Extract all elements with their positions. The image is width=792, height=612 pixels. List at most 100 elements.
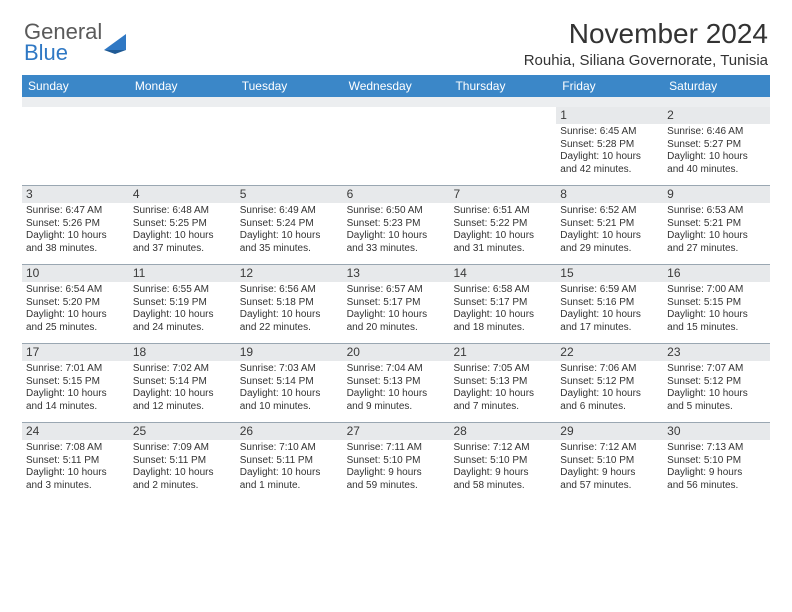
day-cell: 9Sunrise: 6:53 AMSunset: 5:21 PMDaylight… bbox=[663, 186, 770, 264]
dow-tuesday: Tuesday bbox=[236, 75, 343, 97]
daylight-text: and 40 minutes. bbox=[667, 164, 766, 177]
daylight-text: Daylight: 10 hours bbox=[26, 230, 125, 243]
day-cell: 29Sunrise: 7:12 AMSunset: 5:10 PMDayligh… bbox=[556, 423, 663, 501]
sunset-text: Sunset: 5:12 PM bbox=[560, 376, 659, 389]
day-cell: 19Sunrise: 7:03 AMSunset: 5:14 PMDayligh… bbox=[236, 344, 343, 422]
day-number: 5 bbox=[236, 186, 343, 203]
sunrise-text: Sunrise: 7:12 AM bbox=[560, 442, 659, 455]
day-number: 7 bbox=[449, 186, 556, 203]
day-cell bbox=[449, 107, 556, 185]
daylight-text: and 33 minutes. bbox=[347, 243, 446, 256]
daylight-text: and 25 minutes. bbox=[26, 322, 125, 335]
daylight-text: and 42 minutes. bbox=[560, 164, 659, 177]
logo-text: General Blue bbox=[24, 22, 102, 64]
sunset-text: Sunset: 5:14 PM bbox=[133, 376, 232, 389]
daylight-text: Daylight: 10 hours bbox=[560, 151, 659, 164]
daylight-text: and 31 minutes. bbox=[453, 243, 552, 256]
daylight-text: and 10 minutes. bbox=[240, 401, 339, 414]
day-number: 15 bbox=[556, 265, 663, 282]
day-cell: 22Sunrise: 7:06 AMSunset: 5:12 PMDayligh… bbox=[556, 344, 663, 422]
day-number: 29 bbox=[556, 423, 663, 440]
day-cell: 28Sunrise: 7:12 AMSunset: 5:10 PMDayligh… bbox=[449, 423, 556, 501]
sunrise-text: Sunrise: 6:56 AM bbox=[240, 284, 339, 297]
daylight-text: Daylight: 10 hours bbox=[667, 151, 766, 164]
day-number: 4 bbox=[129, 186, 236, 203]
daylight-text: and 5 minutes. bbox=[667, 401, 766, 414]
sunset-text: Sunset: 5:18 PM bbox=[240, 297, 339, 310]
day-of-week-header: Sunday Monday Tuesday Wednesday Thursday… bbox=[22, 75, 770, 97]
sunrise-text: Sunrise: 6:49 AM bbox=[240, 205, 339, 218]
day-number: 12 bbox=[236, 265, 343, 282]
week-row: 3Sunrise: 6:47 AMSunset: 5:26 PMDaylight… bbox=[22, 185, 770, 264]
day-cell: 8Sunrise: 6:52 AMSunset: 5:21 PMDaylight… bbox=[556, 186, 663, 264]
sunset-text: Sunset: 5:20 PM bbox=[26, 297, 125, 310]
daylight-text: and 57 minutes. bbox=[560, 480, 659, 493]
day-cell: 6Sunrise: 6:50 AMSunset: 5:23 PMDaylight… bbox=[343, 186, 450, 264]
sunset-text: Sunset: 5:22 PM bbox=[453, 218, 552, 231]
day-cell: 30Sunrise: 7:13 AMSunset: 5:10 PMDayligh… bbox=[663, 423, 770, 501]
day-cell: 12Sunrise: 6:56 AMSunset: 5:18 PMDayligh… bbox=[236, 265, 343, 343]
sunrise-text: Sunrise: 7:01 AM bbox=[26, 363, 125, 376]
day-number: 14 bbox=[449, 265, 556, 282]
daylight-text: Daylight: 10 hours bbox=[453, 230, 552, 243]
daylight-text: Daylight: 10 hours bbox=[453, 388, 552, 401]
sunrise-text: Sunrise: 6:48 AM bbox=[133, 205, 232, 218]
sunrise-text: Sunrise: 6:59 AM bbox=[560, 284, 659, 297]
day-cell bbox=[22, 107, 129, 185]
day-cell: 4Sunrise: 6:48 AMSunset: 5:25 PMDaylight… bbox=[129, 186, 236, 264]
daylight-text: and 35 minutes. bbox=[240, 243, 339, 256]
day-number: 10 bbox=[22, 265, 129, 282]
day-cell bbox=[343, 107, 450, 185]
sunrise-text: Sunrise: 6:46 AM bbox=[667, 126, 766, 139]
daylight-text: Daylight: 10 hours bbox=[133, 230, 232, 243]
daylight-text: and 3 minutes. bbox=[26, 480, 125, 493]
sunrise-text: Sunrise: 6:55 AM bbox=[133, 284, 232, 297]
day-cell: 14Sunrise: 6:58 AMSunset: 5:17 PMDayligh… bbox=[449, 265, 556, 343]
daylight-text: Daylight: 10 hours bbox=[560, 230, 659, 243]
day-cell: 25Sunrise: 7:09 AMSunset: 5:11 PMDayligh… bbox=[129, 423, 236, 501]
day-cell: 20Sunrise: 7:04 AMSunset: 5:13 PMDayligh… bbox=[343, 344, 450, 422]
sunrise-text: Sunrise: 7:12 AM bbox=[453, 442, 552, 455]
sunrise-text: Sunrise: 6:58 AM bbox=[453, 284, 552, 297]
day-number: 28 bbox=[449, 423, 556, 440]
daylight-text: and 1 minute. bbox=[240, 480, 339, 493]
daylight-text: and 29 minutes. bbox=[560, 243, 659, 256]
daylight-text: Daylight: 10 hours bbox=[26, 388, 125, 401]
sunset-text: Sunset: 5:26 PM bbox=[26, 218, 125, 231]
logo-blue: Blue bbox=[24, 40, 68, 65]
week-row: 17Sunrise: 7:01 AMSunset: 5:15 PMDayligh… bbox=[22, 343, 770, 422]
sunrise-text: Sunrise: 7:06 AM bbox=[560, 363, 659, 376]
daylight-text: and 17 minutes. bbox=[560, 322, 659, 335]
sunrise-text: Sunrise: 7:04 AM bbox=[347, 363, 446, 376]
daylight-text: and 56 minutes. bbox=[667, 480, 766, 493]
sunrise-text: Sunrise: 7:05 AM bbox=[453, 363, 552, 376]
daylight-text: and 58 minutes. bbox=[453, 480, 552, 493]
week-row: 10Sunrise: 6:54 AMSunset: 5:20 PMDayligh… bbox=[22, 264, 770, 343]
week-row: 24Sunrise: 7:08 AMSunset: 5:11 PMDayligh… bbox=[22, 422, 770, 501]
daylight-text: Daylight: 10 hours bbox=[667, 309, 766, 322]
sunset-text: Sunset: 5:11 PM bbox=[240, 455, 339, 468]
day-cell: 21Sunrise: 7:05 AMSunset: 5:13 PMDayligh… bbox=[449, 344, 556, 422]
daylight-text: and 27 minutes. bbox=[667, 243, 766, 256]
day-cell: 5Sunrise: 6:49 AMSunset: 5:24 PMDaylight… bbox=[236, 186, 343, 264]
sunset-text: Sunset: 5:10 PM bbox=[560, 455, 659, 468]
sunset-text: Sunset: 5:10 PM bbox=[667, 455, 766, 468]
day-number: 11 bbox=[129, 265, 236, 282]
logo: General Blue bbox=[24, 18, 130, 64]
sunset-text: Sunset: 5:16 PM bbox=[560, 297, 659, 310]
day-cell: 11Sunrise: 6:55 AMSunset: 5:19 PMDayligh… bbox=[129, 265, 236, 343]
sunrise-text: Sunrise: 7:02 AM bbox=[133, 363, 232, 376]
sunrise-text: Sunrise: 6:53 AM bbox=[667, 205, 766, 218]
daylight-text: Daylight: 10 hours bbox=[560, 309, 659, 322]
day-number: 16 bbox=[663, 265, 770, 282]
day-number: 18 bbox=[129, 344, 236, 361]
day-number: 17 bbox=[22, 344, 129, 361]
sunrise-text: Sunrise: 7:08 AM bbox=[26, 442, 125, 455]
weeks-container: 1Sunrise: 6:45 AMSunset: 5:28 PMDaylight… bbox=[22, 107, 770, 501]
day-number: 13 bbox=[343, 265, 450, 282]
sunset-text: Sunset: 5:10 PM bbox=[453, 455, 552, 468]
day-cell: 10Sunrise: 6:54 AMSunset: 5:20 PMDayligh… bbox=[22, 265, 129, 343]
day-number: 19 bbox=[236, 344, 343, 361]
daylight-text: and 12 minutes. bbox=[133, 401, 232, 414]
dow-saturday: Saturday bbox=[663, 75, 770, 97]
